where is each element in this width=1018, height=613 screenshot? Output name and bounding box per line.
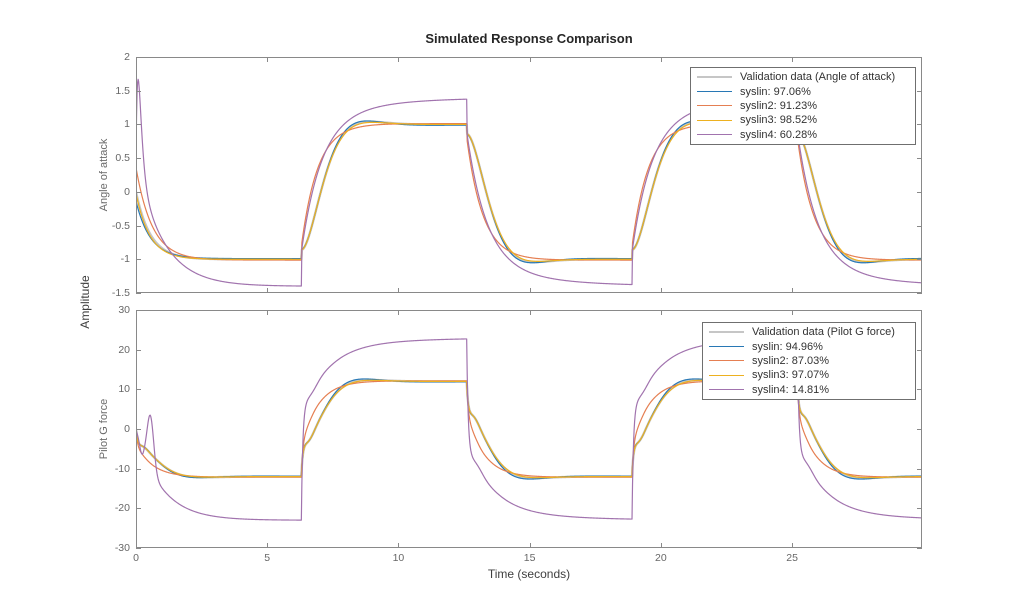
top-y-tick-label: 0.5 [115,152,130,165]
legend-entry-top: syslin: 97.06% [697,84,909,98]
shared-y-axis-label: Amplitude [78,275,92,329]
legend-entry-label: syslin2: 87.03% [752,354,830,367]
legend-entry-top: syslin4: 60.28% [697,128,909,142]
x-tick-label: 25 [786,552,798,564]
legend-entry-label: syslin: 97.06% [740,85,811,98]
legend-line-sample [697,105,732,107]
x-tick-label: 5 [264,552,271,564]
bottom-y-tick-label: 20 [118,343,130,356]
legend-pilot-g-force: Validation data (Pilot G force) syslin: 9… [702,322,916,400]
top-y-tick-label: -1 [120,253,130,266]
top-y-axis-label: Angle of attack [98,138,110,212]
legend-entry-label: syslin3: 98.52% [740,114,818,127]
bottom-y-tick-label: 30 [118,304,130,316]
legend-line-sample [697,91,732,93]
legend-entry-top: syslin3: 98.52% [697,113,909,127]
legend-line-sample [697,119,732,121]
legend-line-sample [697,134,732,136]
legend-entry-top: syslin2: 91.23% [697,99,909,113]
top-y-tick-label: -0.5 [111,219,130,232]
bottom-y-tick-label: -10 [114,462,130,475]
legend-line-sample [709,331,744,334]
legend-entry-bottom: syslin4: 14.81% [709,383,909,397]
legend-entry-label: syslin2: 91.23% [740,99,818,112]
top-y-tick-label: 1.5 [115,84,130,97]
x-tick-label: 0 [133,552,139,564]
x-axis-label: Time (seconds) [487,567,571,581]
legend-entry-top: Validation data (Angle of attack) [697,70,909,84]
top-y-tick-label: 1 [124,118,130,131]
bottom-tick-marks [136,310,922,549]
x-tick-label: 20 [655,552,667,564]
legend-entry-bottom: Validation data (Pilot G force) [709,325,909,339]
top-axes-box [136,57,922,293]
legend-entry-label: syslin4: 60.28% [740,128,818,141]
legend-entry-bottom: syslin3: 97.07% [709,368,909,382]
legend-line-sample [709,346,744,348]
bottom-y-tick-label: 10 [118,383,130,396]
legend-angle-of-attack: Validation data (Angle of attack) syslin:… [690,67,916,145]
legend-entry-bottom: syslin: 94.96% [709,339,909,353]
bottom-y-tick-label: 0 [124,423,130,435]
legend-entry-label: syslin: 94.96% [752,340,823,353]
figure-title: Simulated Response Comparison [425,31,633,46]
legend-line-sample [709,360,744,362]
x-tick-label: 15 [523,552,536,564]
legend-entry-bottom: syslin2: 87.03% [709,354,909,368]
x-tick-label: 10 [392,552,405,564]
legend-line-sample [709,389,744,391]
legend-line-sample [697,76,732,79]
top-y-tick-label: 0 [124,185,130,198]
top-y-tick-label: -1.5 [111,287,130,299]
legend-line-sample [709,374,744,376]
legend-entry-label: Validation data (Angle of attack) [740,71,896,84]
top-y-tick-label: 2 [124,51,130,63]
bottom-y-tick-label: -20 [114,502,130,515]
legend-entry-label: syslin4: 14.81% [752,383,830,396]
legend-entry-label: Validation data (Pilot G force) [752,326,895,339]
legend-entry-label: syslin3: 97.07% [752,369,830,382]
bottom-y-tick-label: -30 [114,542,130,554]
top-tick-marks [136,57,922,294]
